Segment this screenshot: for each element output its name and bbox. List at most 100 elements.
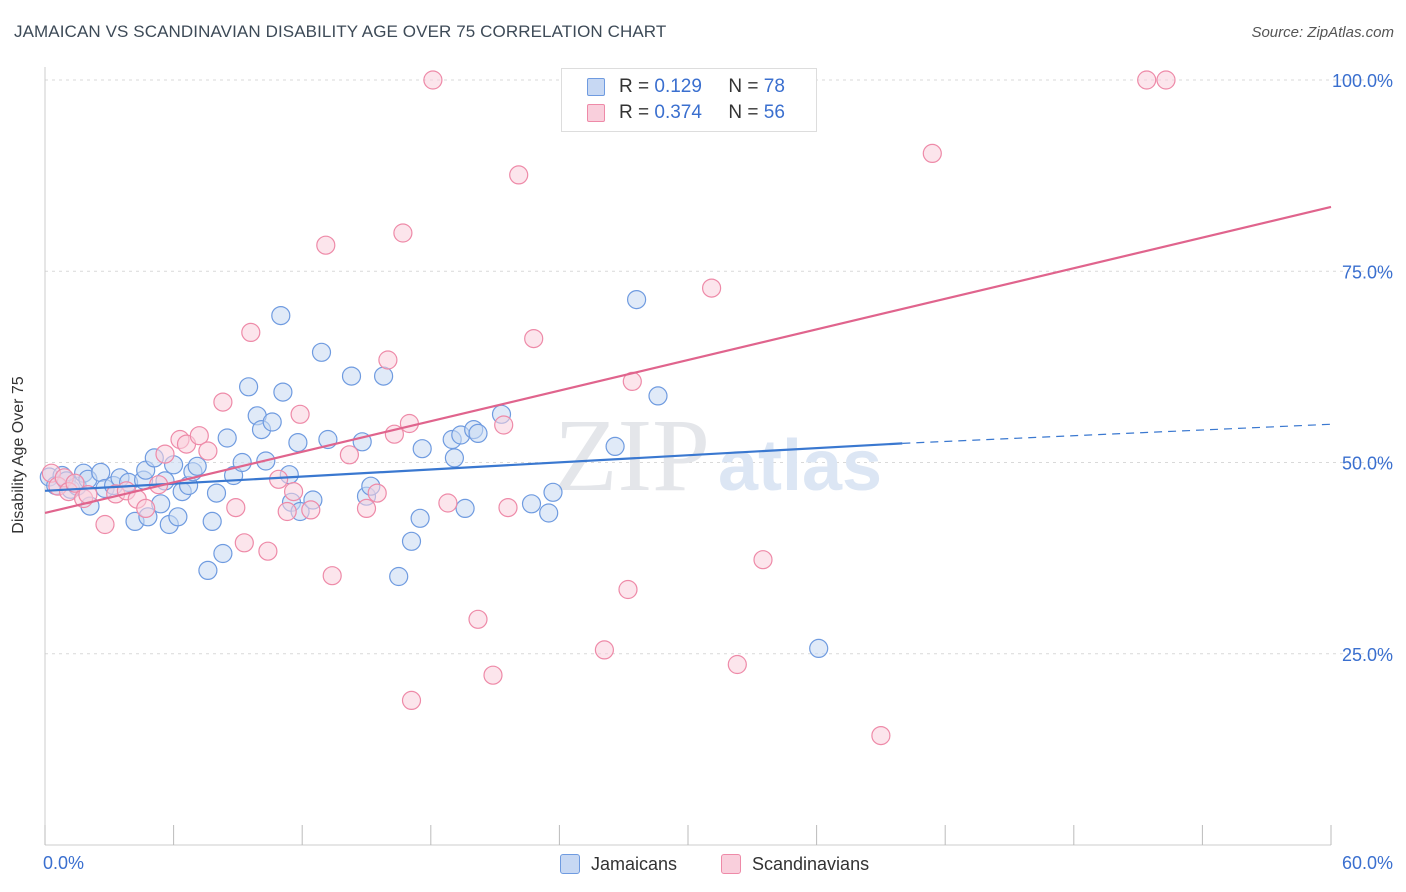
scandinavian-point — [753, 550, 773, 570]
jamaican-point — [521, 494, 542, 514]
legend-n-label: N = — [728, 102, 759, 123]
jamaican-point — [288, 433, 308, 453]
jamaican-trend-extension — [902, 423, 1332, 444]
scandinavian-point — [277, 501, 297, 522]
y-tick-label: 75.0% — [1342, 262, 1393, 282]
legend-n-label: N = — [728, 76, 759, 97]
jamaican-point — [273, 382, 293, 402]
scandinavian-point — [65, 473, 85, 493]
legend-n-value: 56 — [763, 102, 785, 123]
scandinavian-point — [301, 500, 321, 520]
bottom-legend-label-scandinavians: Scandinavians — [752, 853, 870, 874]
x-tick-label: 0.0% — [43, 853, 84, 873]
scandinavian-point — [701, 278, 722, 298]
scandinavian-point — [213, 392, 233, 412]
jamaican-point — [626, 290, 647, 310]
jamaican-point — [187, 456, 207, 476]
scandinavian-point — [399, 413, 419, 434]
scandinavian-point — [401, 690, 422, 711]
jamaican-point — [648, 386, 668, 406]
jamaican-point — [341, 366, 362, 386]
jamaican-point — [455, 498, 475, 518]
legend-swatch-scandinavians — [587, 104, 605, 122]
source-credit: Source: ZipAtlas.com — [1251, 24, 1394, 41]
bottom-legend-jamaicans: Jamaicans — [560, 852, 677, 876]
y-tick-label: 100.0% — [1332, 71, 1393, 91]
scandinavian-point — [226, 498, 246, 518]
jamaican-point — [539, 503, 559, 523]
trend-lines — [44, 205, 1332, 515]
scandinavian-point — [618, 579, 638, 600]
jamaican-point — [206, 483, 227, 503]
legend-swatch-jamaicans — [587, 78, 605, 96]
jamaican-point — [271, 306, 291, 326]
scandinavian-point — [290, 404, 310, 424]
jamaican-point — [311, 342, 332, 362]
jamaican-point — [401, 531, 422, 551]
scandinavian-point — [258, 541, 278, 561]
jamaican-point — [262, 412, 282, 432]
jamaican-point — [809, 638, 829, 659]
jamaican-point — [168, 507, 188, 527]
chart-title: JAMAICAN VS SCANDINAVIAN DISABILITY AGE … — [14, 22, 667, 41]
scandinavian-point — [155, 444, 175, 464]
x-tick-label: 60.0% — [1342, 853, 1393, 873]
scandinavian-point — [727, 654, 747, 675]
legend-n-value: 78 — [763, 76, 785, 97]
jamaican-point — [213, 543, 233, 564]
scandinavian-point — [438, 493, 458, 513]
jamaican-point — [412, 439, 432, 459]
scandinavian-point — [498, 498, 518, 518]
scandinavian-point — [468, 609, 488, 629]
jamaican-point — [202, 511, 222, 532]
legend-r-value: 0.129 — [654, 76, 702, 97]
scandinavian-point — [393, 223, 413, 243]
scandinavian-point — [1156, 70, 1176, 90]
scandinavian-trend-line — [44, 205, 1332, 515]
bottom-legend-swatch-jamaicans — [560, 854, 580, 874]
y-tick-label: 25.0% — [1342, 645, 1393, 665]
watermark-atlas: atlas — [718, 426, 882, 506]
legend-row-jamaicans: R = 0.129 N = 78 — [587, 75, 785, 99]
scandinavian-point — [494, 415, 514, 435]
scandinavian-point — [922, 143, 942, 163]
jamaican-point — [444, 448, 464, 468]
scandinavian-point — [871, 725, 891, 746]
tick-labels: 25.0% 50.0% 75.0% 100.0% 0.0% 60.0% — [43, 71, 1393, 873]
jamaican-point — [232, 452, 252, 473]
scandinavian-point — [284, 482, 304, 502]
jamaican-point — [389, 566, 409, 587]
y-tick-label: 50.0% — [1342, 454, 1393, 474]
jamaican-point — [468, 423, 488, 443]
scandinavian-point — [136, 498, 156, 518]
scandinavian-point — [241, 322, 261, 342]
bottom-legend-swatch-scandinavians — [721, 854, 741, 874]
data-points — [39, 70, 1176, 746]
scandinavian-point — [509, 165, 529, 185]
bottom-legend-scandinavians: Scandinavians — [721, 852, 869, 876]
jamaican-trend-line — [44, 442, 903, 492]
legend-r-label: R = — [619, 102, 650, 123]
scandinavian-point — [356, 498, 377, 518]
scandinavian-point — [378, 350, 398, 370]
legend-r-label: R = — [619, 76, 650, 97]
bottom-legend-label-jamaicans: Jamaicans — [591, 853, 678, 874]
legend-row-scandinavians: R = 0.374 N = 56 — [587, 101, 785, 125]
axes — [44, 67, 1332, 846]
jamaican-point — [605, 436, 625, 456]
watermark: ZIP atlas — [554, 398, 882, 513]
scandinavian-point — [367, 483, 387, 503]
jamaican-point — [239, 377, 259, 397]
jamaican-point — [198, 560, 218, 581]
jamaican-point — [410, 508, 430, 528]
scandinavian-point — [234, 533, 254, 553]
scandinavian-point — [189, 426, 209, 446]
correlation-legend: R = 0.129 N = 78 R = 0.374 N = 56 — [561, 68, 817, 132]
scandinavian-point — [339, 445, 359, 465]
scandinavian-point — [524, 329, 544, 349]
jamaican-point — [543, 482, 563, 502]
scandinavian-point — [198, 441, 218, 461]
scandinavian-point — [322, 566, 342, 586]
scandinavian-point — [1137, 70, 1157, 90]
